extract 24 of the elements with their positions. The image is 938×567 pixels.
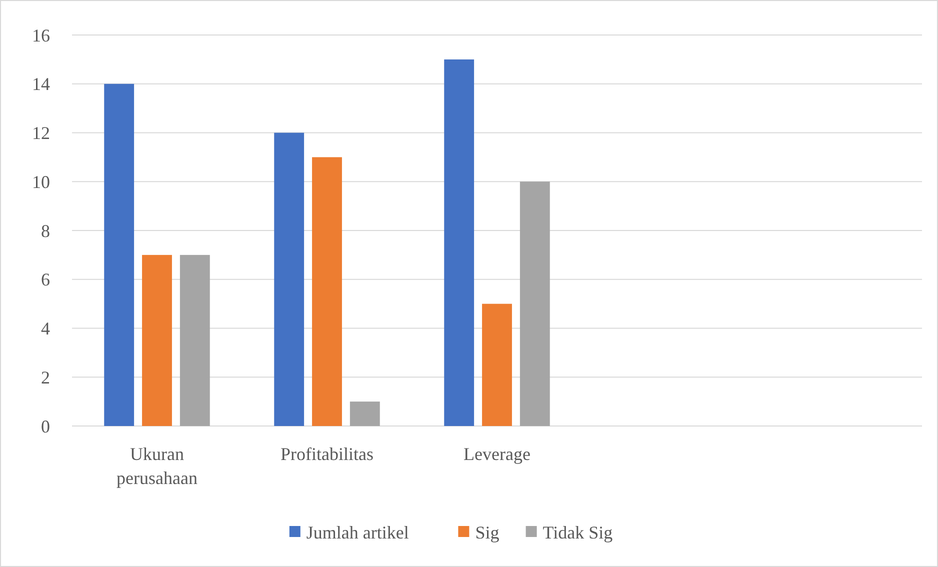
x-tick-label: Profitabilitas <box>280 444 374 464</box>
legend-label: Tidak Sig <box>542 522 613 542</box>
bar <box>104 84 134 426</box>
y-tick-label: 14 <box>32 74 50 94</box>
bar <box>520 182 550 426</box>
bar <box>444 59 474 426</box>
y-tick-label: 2 <box>41 367 50 388</box>
y-tick-label: 4 <box>41 318 50 339</box>
y-tick-label: 10 <box>32 172 50 192</box>
bar <box>312 157 342 426</box>
bar <box>180 254 210 426</box>
y-tick-label: 12 <box>32 123 50 144</box>
bar <box>350 402 380 426</box>
bar <box>142 254 172 426</box>
y-tick-label: 8 <box>41 220 50 241</box>
legend-label: Jumlah artikel <box>306 522 409 542</box>
legend-label: Sig <box>475 522 500 542</box>
y-tick-label: 16 <box>32 25 50 46</box>
y-tick-label: 6 <box>41 270 50 290</box>
bar <box>482 304 512 426</box>
x-tick-label: Leverage <box>464 444 530 464</box>
bar <box>274 132 304 426</box>
x-tick-label: Ukuran perusahaan <box>116 444 198 488</box>
y-tick-label: 0 <box>41 416 50 436</box>
